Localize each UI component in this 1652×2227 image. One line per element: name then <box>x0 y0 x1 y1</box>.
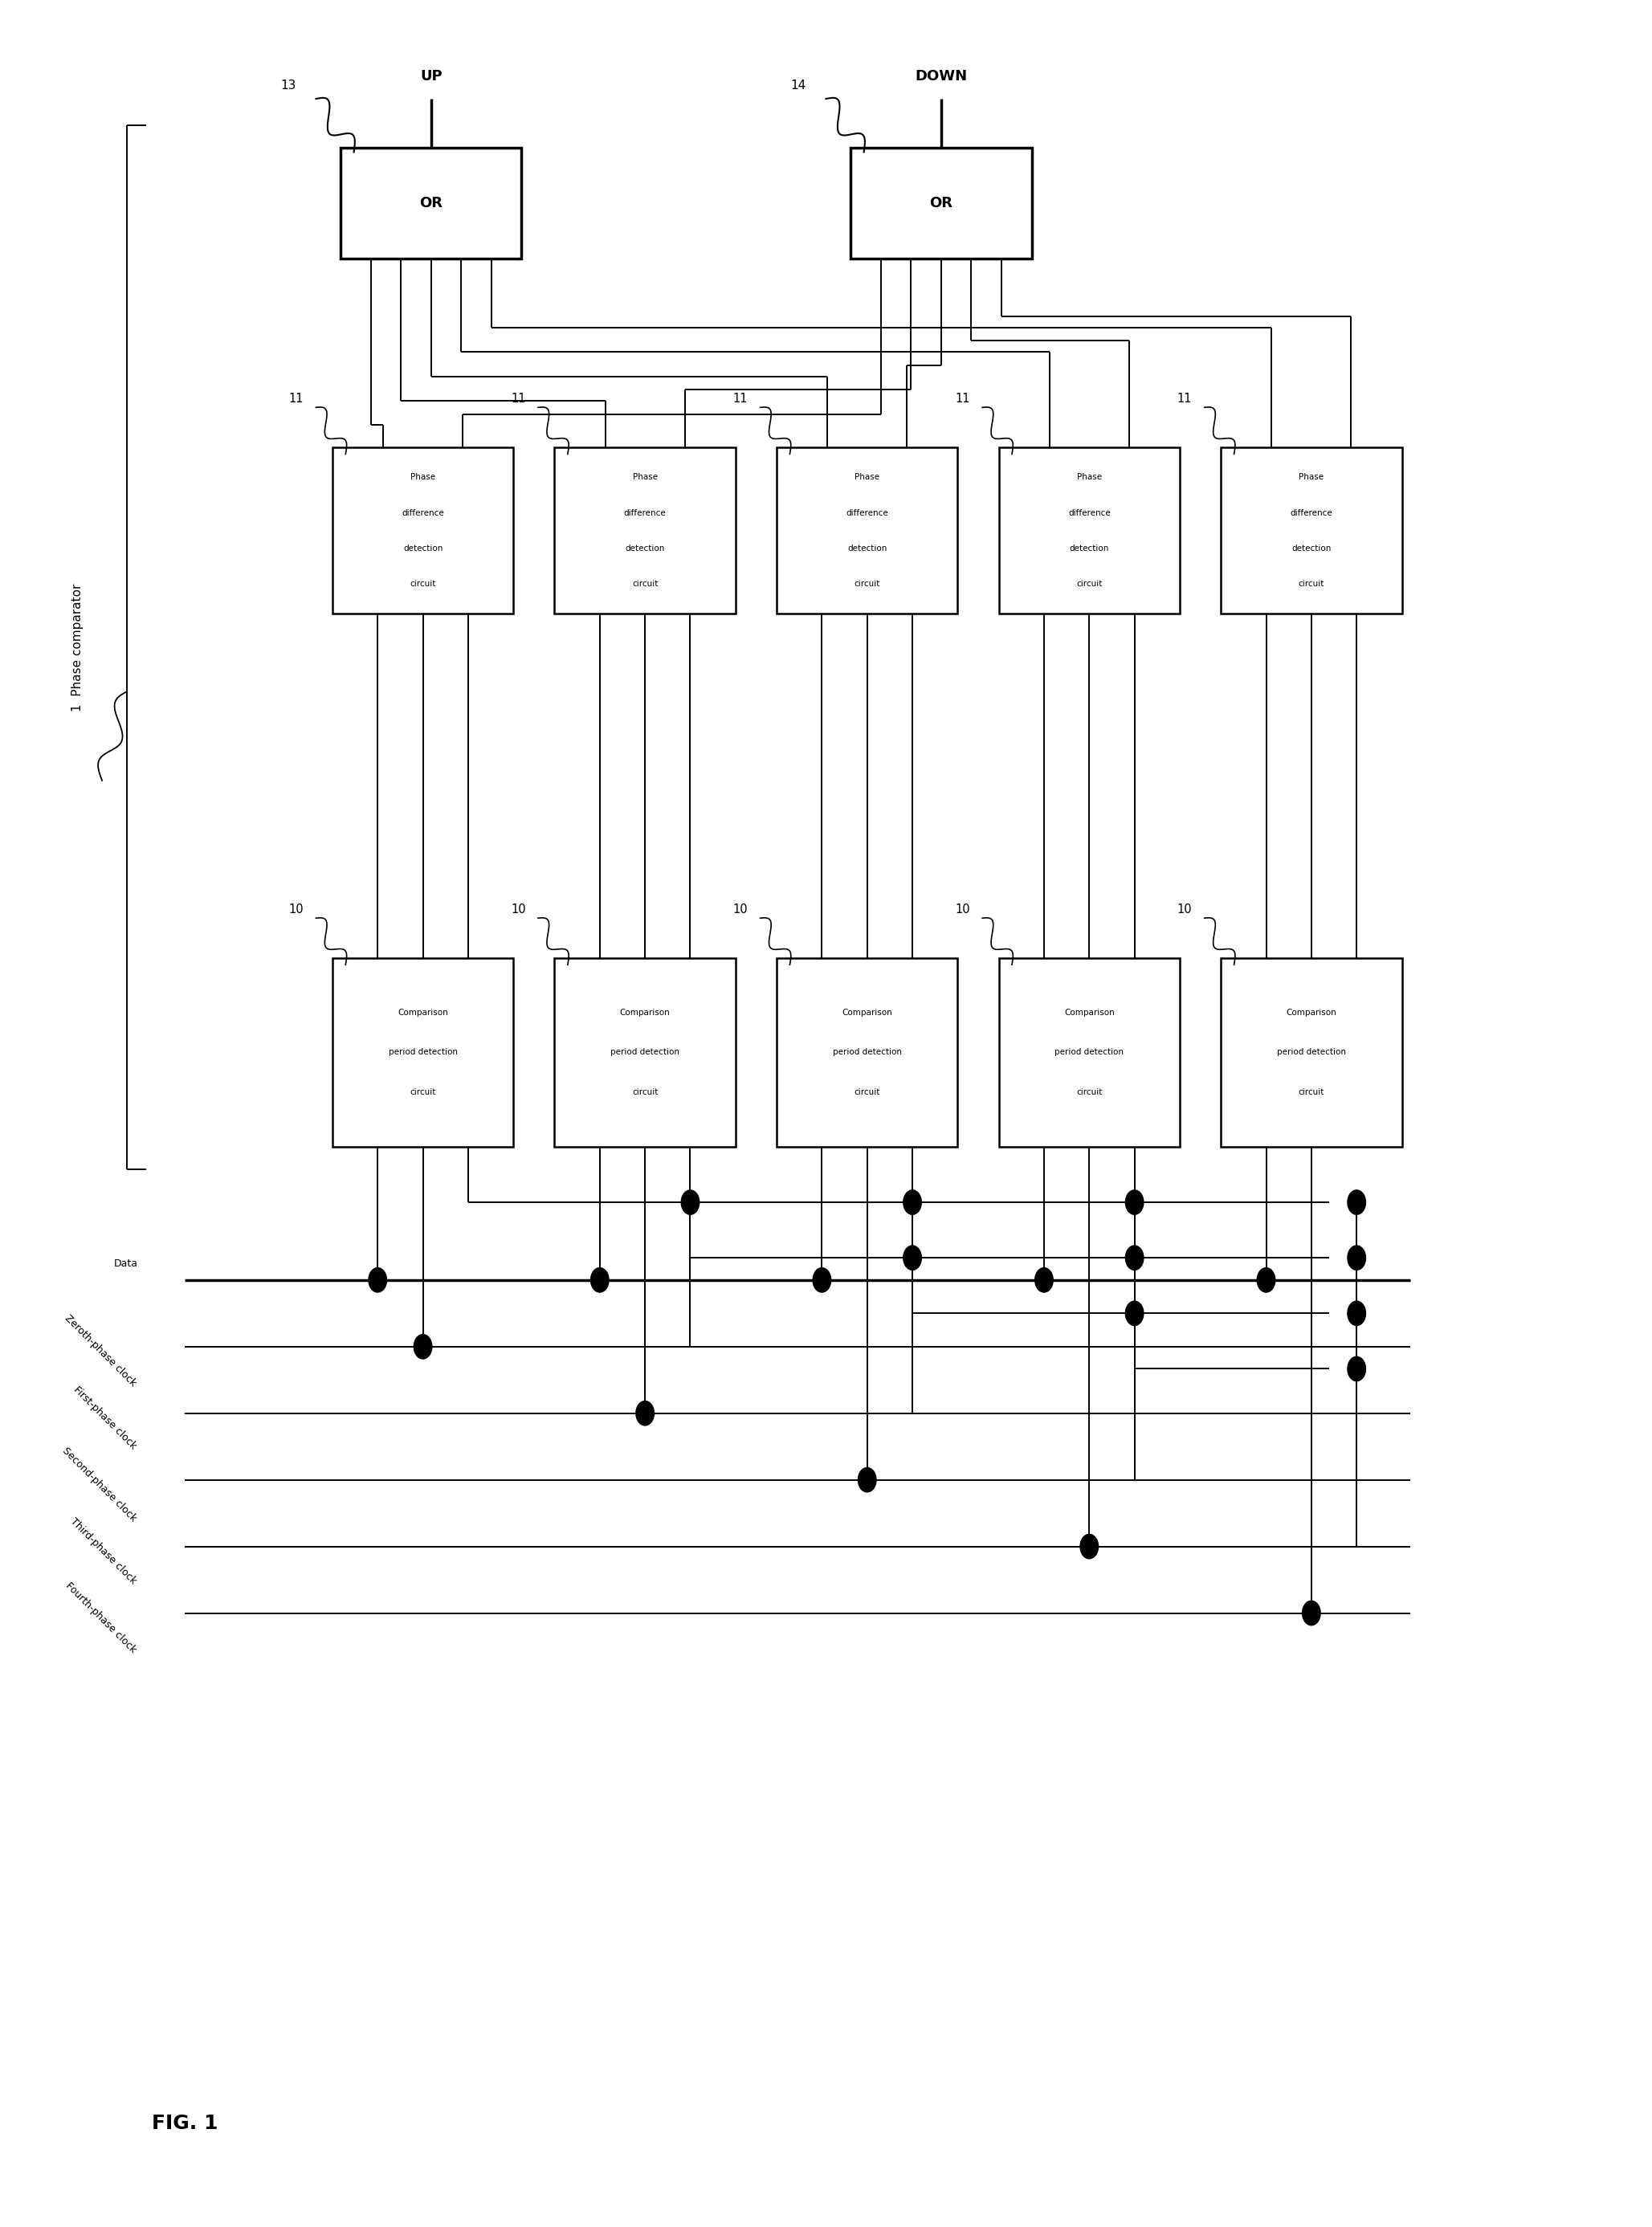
Bar <box>555 448 735 615</box>
Text: 10: 10 <box>510 904 525 915</box>
Text: Comparison: Comparison <box>1287 1009 1336 1016</box>
Text: First-phase clock: First-phase clock <box>71 1385 139 1452</box>
Text: Phase: Phase <box>854 474 879 481</box>
Circle shape <box>1125 1189 1143 1214</box>
Text: period detection: period detection <box>833 1049 902 1056</box>
Text: Fourth-phase clock: Fourth-phase clock <box>63 1581 139 1655</box>
Bar <box>851 147 1031 258</box>
Circle shape <box>813 1267 831 1292</box>
Circle shape <box>681 1189 699 1214</box>
Bar <box>999 448 1180 615</box>
Circle shape <box>1302 1601 1320 1626</box>
Bar <box>1221 958 1403 1147</box>
Text: 10: 10 <box>1178 904 1193 915</box>
Text: difference: difference <box>624 510 666 517</box>
Circle shape <box>1125 1245 1143 1269</box>
Circle shape <box>1080 1534 1099 1559</box>
Text: circuit: circuit <box>854 579 881 588</box>
Text: period detection: period detection <box>1277 1049 1346 1056</box>
Circle shape <box>857 1468 876 1492</box>
Text: detection: detection <box>847 543 887 552</box>
Text: 10: 10 <box>289 904 304 915</box>
Circle shape <box>368 1267 387 1292</box>
Text: detection: detection <box>624 543 664 552</box>
Circle shape <box>1348 1356 1366 1381</box>
Text: Data: Data <box>114 1258 139 1269</box>
Text: difference: difference <box>401 510 444 517</box>
Text: 11: 11 <box>955 392 970 405</box>
Text: Comparison: Comparison <box>843 1009 892 1016</box>
Bar <box>999 958 1180 1147</box>
Text: 11: 11 <box>1178 392 1193 405</box>
Text: circuit: circuit <box>410 579 436 588</box>
Text: circuit: circuit <box>1298 579 1325 588</box>
Text: detection: detection <box>1069 543 1108 552</box>
Text: 11: 11 <box>289 392 304 405</box>
Circle shape <box>904 1189 922 1214</box>
Text: OR: OR <box>930 196 953 209</box>
Text: Third-phase clock: Third-phase clock <box>68 1517 139 1586</box>
Text: UP: UP <box>420 69 443 85</box>
Circle shape <box>1348 1301 1366 1325</box>
Text: period detection: period detection <box>1054 1049 1123 1056</box>
Text: 13: 13 <box>281 80 296 91</box>
Text: Phase: Phase <box>633 474 657 481</box>
Text: Phase: Phase <box>410 474 436 481</box>
Text: 10: 10 <box>955 904 970 915</box>
Text: difference: difference <box>1290 510 1333 517</box>
Bar <box>332 958 514 1147</box>
Text: circuit: circuit <box>854 1089 881 1096</box>
Bar <box>332 448 514 615</box>
Text: 11: 11 <box>733 392 748 405</box>
Text: circuit: circuit <box>410 1089 436 1096</box>
Text: circuit: circuit <box>1298 1089 1325 1096</box>
Text: difference: difference <box>1069 510 1110 517</box>
Text: difference: difference <box>846 510 889 517</box>
Text: period detection: period detection <box>388 1049 458 1056</box>
Circle shape <box>636 1401 654 1425</box>
Bar <box>776 448 958 615</box>
Text: Zeroth-phase clock: Zeroth-phase clock <box>63 1314 139 1390</box>
Text: 11: 11 <box>510 392 525 405</box>
Text: period detection: period detection <box>611 1049 679 1056</box>
Text: detection: detection <box>403 543 443 552</box>
Bar <box>340 147 522 258</box>
Circle shape <box>1125 1301 1143 1325</box>
Text: circuit: circuit <box>633 579 657 588</box>
Circle shape <box>1348 1245 1366 1269</box>
Text: Comparison: Comparison <box>398 1009 448 1016</box>
Text: Comparison: Comparison <box>620 1009 671 1016</box>
Text: OR: OR <box>420 196 443 209</box>
Circle shape <box>415 1334 431 1358</box>
Text: circuit: circuit <box>1075 579 1102 588</box>
Bar <box>1221 448 1403 615</box>
Text: 1  Phase comparator: 1 Phase comparator <box>71 583 83 710</box>
Text: Phase: Phase <box>1077 474 1102 481</box>
Circle shape <box>591 1267 610 1292</box>
Text: FIG. 1: FIG. 1 <box>152 2113 218 2133</box>
Text: DOWN: DOWN <box>915 69 968 85</box>
Text: Comparison: Comparison <box>1064 1009 1115 1016</box>
Text: circuit: circuit <box>633 1089 657 1096</box>
Circle shape <box>1348 1189 1366 1214</box>
Circle shape <box>1257 1267 1275 1292</box>
Text: Phase: Phase <box>1298 474 1323 481</box>
Text: 14: 14 <box>790 80 806 91</box>
Text: 10: 10 <box>733 904 748 915</box>
Bar <box>555 958 735 1147</box>
Bar <box>776 958 958 1147</box>
Text: Second-phase clock: Second-phase clock <box>59 1445 139 1523</box>
Circle shape <box>904 1245 922 1269</box>
Text: detection: detection <box>1292 543 1332 552</box>
Text: circuit: circuit <box>1075 1089 1102 1096</box>
Circle shape <box>1034 1267 1052 1292</box>
